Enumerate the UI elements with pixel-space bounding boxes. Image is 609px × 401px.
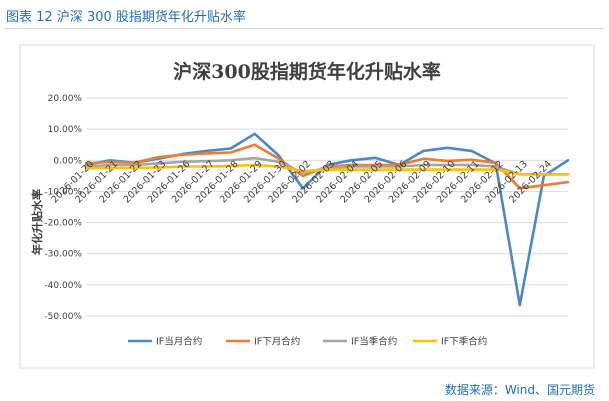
y-tick-label: 0.00%: [53, 156, 82, 166]
legend-entry: IF当月合约: [156, 336, 202, 348]
legend: IF当月合约 IF下月合约 IF当季合约 IF下季合约: [128, 336, 487, 348]
gridlines: [86, 97, 568, 317]
y-tick-labels: 20.00% 10.00% 0.00% -10.00% -20.00% -30.00% -4…: [44, 94, 82, 322]
y-tick-label: -10.00%: [44, 187, 82, 197]
plot-frame: [19, 44, 595, 369]
y-tick-label: 10.00%: [48, 125, 83, 135]
legend-entry: IF当季合约: [351, 336, 397, 348]
y-tick-label: -30.00%: [44, 250, 82, 260]
legend-entry: IF下月合约: [254, 336, 300, 348]
figure-caption: 图表 12 沪深 300 股指期货年化升贴水率: [6, 10, 246, 25]
series-line: [84, 156, 570, 176]
y-tick-label: -20.00%: [44, 219, 82, 229]
caption-divider: [4, 28, 604, 29]
y-tick-label: 20.00%: [48, 94, 83, 104]
series-line: [84, 163, 570, 176]
y-axis-label: 年化升贴水率: [30, 189, 44, 255]
source-note: 数据来源：Wind、国元期货: [444, 383, 595, 397]
series-line: [84, 143, 570, 190]
series-lines: [84, 132, 570, 307]
y-tick-label: -50.00%: [44, 312, 82, 322]
chart-title: 沪深300股指期货年化升贴水率: [173, 60, 441, 83]
legend-entry: IF下季合约: [441, 336, 487, 348]
y-tick-label: -40.00%: [44, 281, 82, 291]
